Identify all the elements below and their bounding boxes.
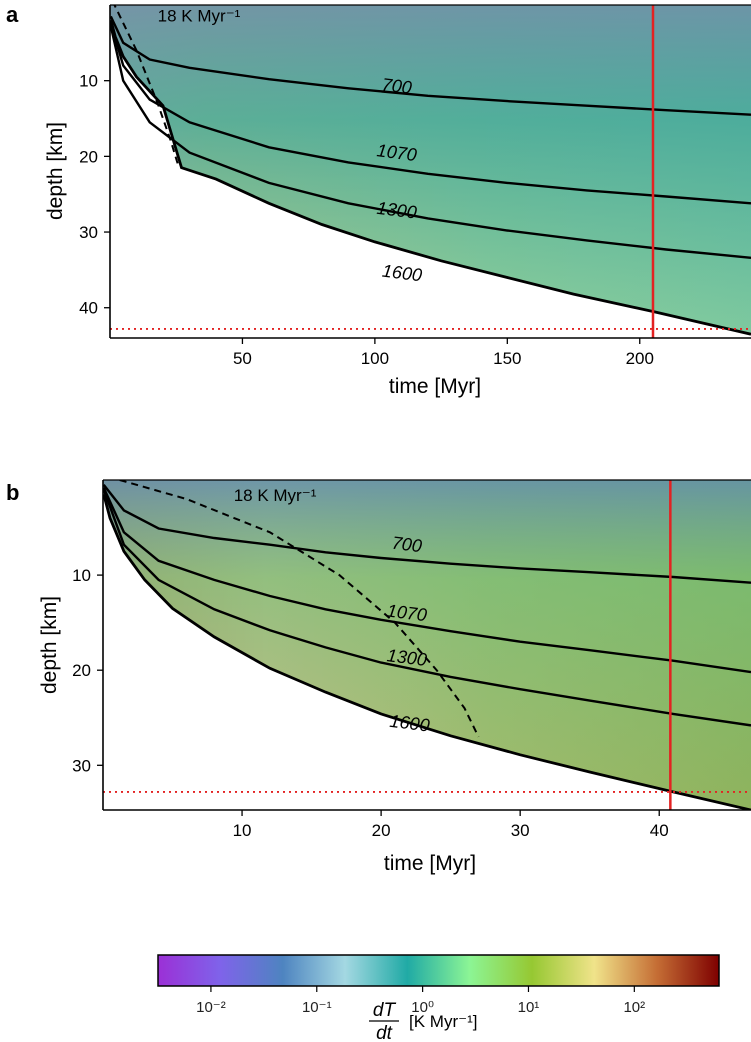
isotherm-label-1600: 1600 <box>389 711 431 736</box>
colorbar-tick-label: 10⁻² <box>196 999 226 1016</box>
x-tick-label: 50 <box>233 349 252 368</box>
y-tick-label: 20 <box>79 147 98 166</box>
isotherm-700 <box>110 15 751 116</box>
panel-b-rate-label: 18 K Myr⁻¹ <box>234 486 317 505</box>
panel-a-contour-labels: 700 1070 1300 1600 <box>376 74 423 285</box>
isotherm-1300 <box>110 25 751 259</box>
x-tick-label: 150 <box>493 349 521 368</box>
panel-b-letter: b <box>6 480 19 505</box>
isotherm-label-1300: 1300 <box>386 645 428 670</box>
panel-b-heat-field-shallow <box>103 480 751 810</box>
panel-a-y-label: depth [km] <box>44 122 67 220</box>
y-tick-label: 30 <box>72 756 91 775</box>
panel-a-x-label: time [Myr] <box>389 375 481 398</box>
isotherm-1070 <box>103 487 751 674</box>
y-tick-label: 10 <box>79 72 98 91</box>
x-tick-label: 10 <box>233 821 252 840</box>
colorbar-tick-label: 10¹ <box>518 999 540 1016</box>
panel-a-axes: 50 100 150 200 10 20 30 40 <box>79 4 751 368</box>
colorbar-tick-label: 10⁰ <box>411 999 434 1016</box>
colorbar-fraction-numerator: dT <box>373 1000 397 1021</box>
isotherm-label-1070: 1070 <box>386 601 428 626</box>
colorbar: 10⁻² 10⁻¹ 10⁰ 10¹ 10² dT dt [K Myr⁻¹] <box>157 954 720 1042</box>
panel-b-isotherms <box>103 484 751 810</box>
panel-a-letter: a <box>6 2 19 27</box>
isotherm-1600 <box>110 19 751 336</box>
y-tick-label: 40 <box>79 299 98 318</box>
isotherm-1300 <box>103 489 751 727</box>
panel-a-heat-field-shallow <box>110 5 751 335</box>
isotherm-label-700: 700 <box>381 74 413 98</box>
x-tick-label: 100 <box>361 349 389 368</box>
x-tick-label: 30 <box>511 821 530 840</box>
x-tick-label: 20 <box>372 821 391 840</box>
isotherm-label-700: 700 <box>391 533 423 557</box>
isotherm-700 <box>103 484 751 584</box>
isotherm-1070 <box>110 22 751 205</box>
isotherm-1600 <box>103 493 751 810</box>
x-tick-label: 40 <box>650 821 669 840</box>
colorbar-unit-label: [K Myr⁻¹] <box>409 1012 477 1031</box>
y-tick-label: 20 <box>72 661 91 680</box>
panel-b-contour-labels: 700 1070 1300 1600 <box>386 533 431 736</box>
isotherm-label-1600: 1600 <box>381 261 423 286</box>
isotherm-label-1300: 1300 <box>376 198 418 223</box>
panel-a: a 700 1070 1300 1600 18 K Myr⁻¹ 50 100 150 200… <box>6 2 751 398</box>
colorbar-tick-label: 10² <box>623 999 645 1016</box>
colorbar-ticks: 10⁻² 10⁻¹ 10⁰ 10¹ 10² <box>196 986 645 1016</box>
colorbar-fraction-denominator: dt <box>376 1023 393 1042</box>
isotherm-label-1070: 1070 <box>376 140 418 165</box>
colorbar-tick-label: 10⁻¹ <box>302 999 332 1016</box>
panel-a-rate-label: 18 K Myr⁻¹ <box>158 7 241 26</box>
panel-b-rate-contour <box>119 480 480 738</box>
y-tick-label: 10 <box>72 566 91 585</box>
panel-b-x-label: time [Myr] <box>384 852 476 875</box>
x-tick-label: 200 <box>626 349 654 368</box>
panel-a-rate-contour <box>113 5 180 168</box>
panel-b: b 700 1070 1300 1600 18 K Myr⁻¹ 10 20 30 40 10 2… <box>6 479 751 875</box>
colorbar-gradient <box>157 954 720 987</box>
panel-b-axes: 10 20 30 40 10 20 30 <box>72 479 751 840</box>
y-tick-label: 30 <box>79 223 98 242</box>
panel-a-isotherms <box>110 15 751 336</box>
panel-b-y-label: depth [km] <box>38 596 61 694</box>
